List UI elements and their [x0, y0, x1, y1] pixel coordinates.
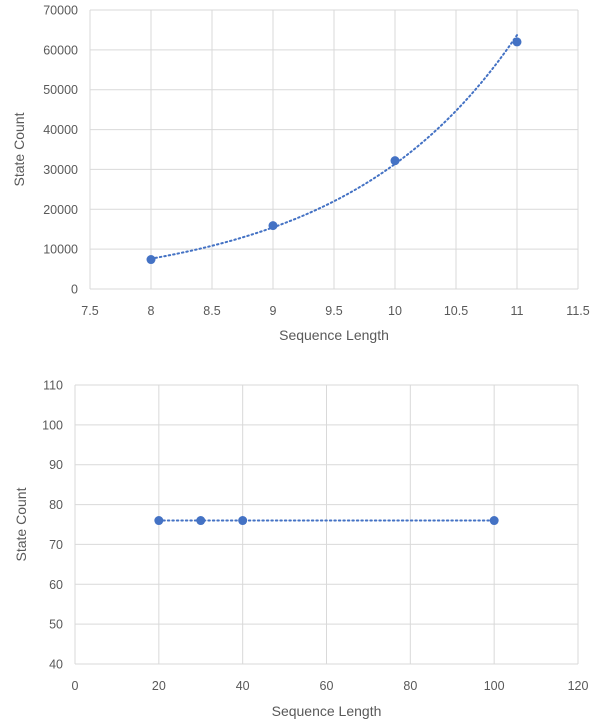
chart-1-y-tick-label: 20000: [43, 203, 78, 217]
chart-1-y-tick-label: 70000: [43, 4, 78, 18]
chart-2-y-tick-label: 70: [49, 538, 63, 552]
chart-1-data-point: [146, 255, 156, 265]
chart-2-gridlines: [74, 384, 579, 665]
chart-2-x-axis-title: Sequence Length: [272, 703, 382, 719]
chart-1-x-tick-label: 9: [270, 304, 277, 318]
chart-2-data-point: [154, 516, 164, 526]
chart-2-x-tick-label: 20: [152, 679, 166, 693]
chart-2-y-ticks: 40 50 60 70 80 90 100 110: [42, 379, 63, 672]
chart-2-points: [154, 516, 499, 526]
chart-2-y-tick-label: 40: [49, 658, 63, 672]
chart-1-x-tick-label: 10: [388, 304, 402, 318]
chart-1-y-tick-label: 0: [71, 283, 78, 297]
chart-1-x-tick-label: 10.5: [444, 304, 468, 318]
chart-2-x-tick-label: 100: [484, 679, 505, 693]
chart-2-x-tick-label: 40: [236, 679, 250, 693]
chart-1-data-point: [268, 221, 278, 231]
chart-1-y-tick-label: 30000: [43, 163, 78, 177]
chart-1-x-axis-title: Sequence Length: [279, 327, 389, 343]
chart-2-data-point: [489, 516, 499, 526]
chart-2-data-point: [196, 516, 206, 526]
chart-1-y-tick-label: 60000: [43, 43, 78, 57]
chart-2-y-tick-label: 100: [42, 418, 63, 432]
chart-1-data-point: [512, 37, 522, 47]
chart-1-y-tick-label: 40000: [43, 123, 78, 137]
chart-1-x-ticks: 7.5 8 8.5 9 9.5 10 10.5 11 11.5: [81, 304, 589, 318]
chart-1-x-tick-label: 11: [511, 304, 524, 318]
chart-1-points: [146, 37, 522, 265]
chart-2-y-tick-label: 80: [49, 498, 63, 512]
chart-1-x-tick-label: 11.5: [566, 304, 589, 318]
chart-2-data-point: [238, 516, 248, 526]
chart-1-x-tick-label: 7.5: [81, 304, 98, 318]
chart-1-x-tick-label: 8.5: [203, 304, 220, 318]
chart-2-y-axis-title: State Count: [13, 487, 29, 561]
chart-1-y-tick-label: 50000: [43, 83, 78, 97]
chart-1-y-ticks: 0 10000 20000 30000 40000 50000 60000 70000: [43, 4, 78, 297]
chart-2-x-tick-label: 80: [403, 679, 417, 693]
chart-1-trendline: [150, 34, 518, 260]
chart-1-gridlines: [89, 9, 579, 290]
chart-2-y-tick-label: 90: [49, 458, 63, 472]
chart-2-x-tick-label: 120: [568, 679, 589, 693]
chart-2-y-tick-label: 50: [49, 618, 63, 632]
chart-2: 40 50 60 70 80 90 100 110 0 20 40 60 80 100 120 Seque…: [13, 379, 588, 720]
chart-1: 0 10000 20000 30000 40000 50000 60000 70000 7.5…: [11, 4, 590, 344]
chart-2-y-tick-label: 60: [49, 578, 63, 592]
chart-1-y-tick-label: 10000: [43, 243, 78, 257]
chart-2-y-tick-label: 110: [43, 379, 63, 393]
chart-1-y-axis-title: State Count: [11, 112, 27, 186]
chart-1-data-point: [390, 156, 400, 166]
chart-2-x-tick-label: 60: [320, 679, 334, 693]
chart-2-x-ticks: 0 20 40 60 80 100 120: [72, 679, 589, 693]
chart-1-x-tick-label: 9.5: [325, 304, 342, 318]
chart-2-x-tick-label: 0: [72, 679, 79, 693]
chart-1-x-tick-label: 8: [148, 304, 155, 318]
